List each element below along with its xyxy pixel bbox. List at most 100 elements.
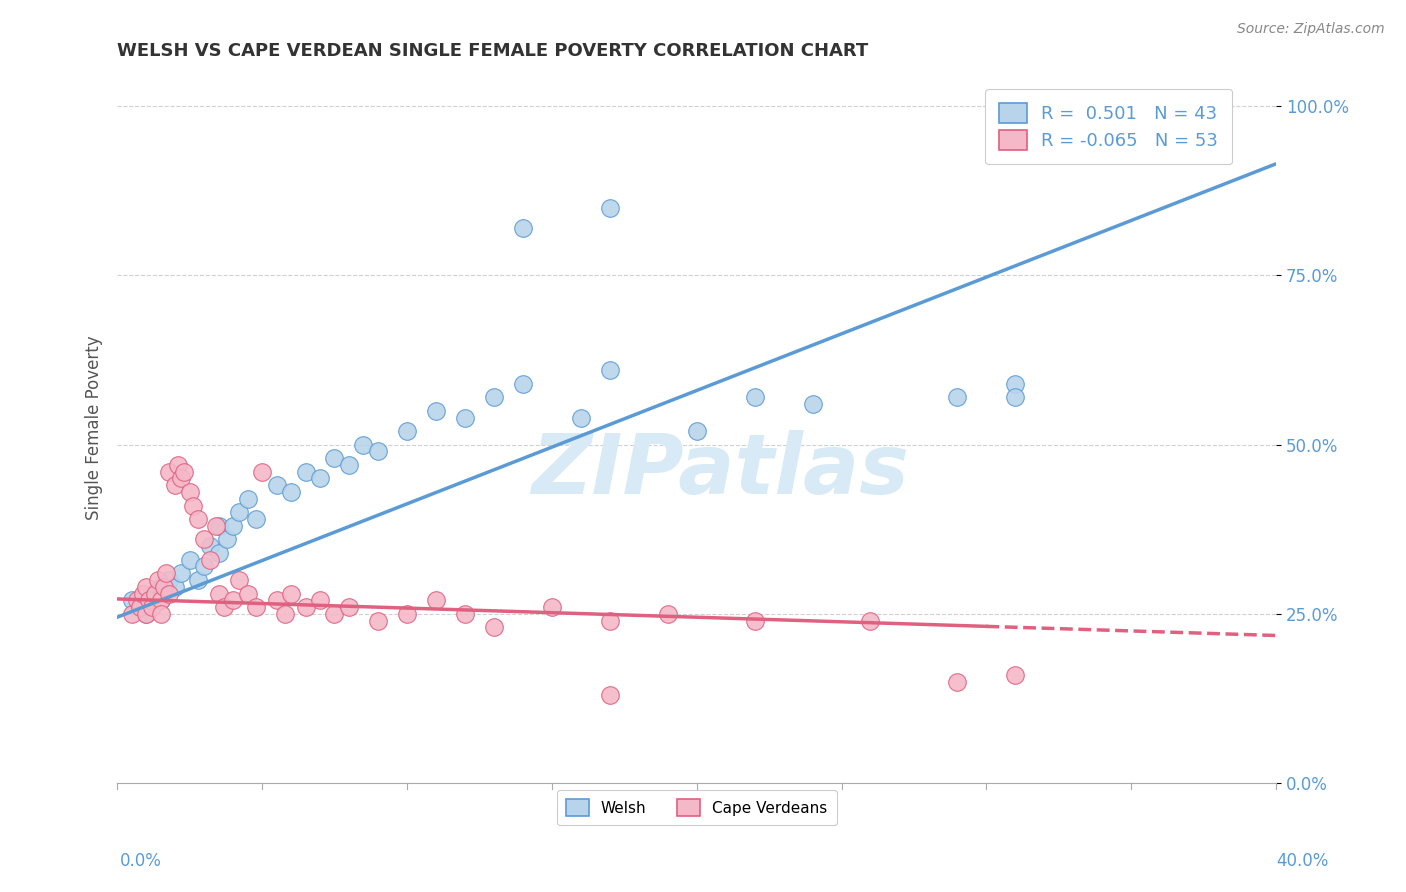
Point bbox=[425, 593, 447, 607]
Point bbox=[165, 580, 187, 594]
Legend: Welsh, Cape Verdeans: Welsh, Cape Verdeans bbox=[557, 790, 837, 825]
Point bbox=[155, 566, 177, 581]
Point bbox=[228, 573, 250, 587]
Point bbox=[250, 465, 273, 479]
Point bbox=[149, 593, 172, 607]
Point bbox=[157, 573, 180, 587]
Point bbox=[425, 404, 447, 418]
Point bbox=[146, 573, 169, 587]
Text: 40.0%: 40.0% bbox=[1277, 852, 1329, 870]
Point bbox=[744, 390, 766, 404]
Point bbox=[179, 552, 201, 566]
Point bbox=[149, 593, 172, 607]
Point bbox=[512, 221, 534, 235]
Point bbox=[337, 458, 360, 472]
Point bbox=[217, 533, 239, 547]
Text: WELSH VS CAPE VERDEAN SINGLE FEMALE POVERTY CORRELATION CHART: WELSH VS CAPE VERDEAN SINGLE FEMALE POVE… bbox=[117, 42, 869, 60]
Y-axis label: Single Female Poverty: Single Female Poverty bbox=[86, 335, 103, 520]
Point bbox=[266, 478, 288, 492]
Point bbox=[599, 363, 621, 377]
Point bbox=[367, 444, 389, 458]
Text: Source: ZipAtlas.com: Source: ZipAtlas.com bbox=[1237, 22, 1385, 37]
Point bbox=[482, 390, 505, 404]
Point bbox=[187, 512, 209, 526]
Point bbox=[170, 566, 193, 581]
Point bbox=[454, 607, 477, 621]
Point bbox=[207, 519, 229, 533]
Point bbox=[309, 593, 332, 607]
Point bbox=[181, 499, 204, 513]
Point bbox=[599, 688, 621, 702]
Point bbox=[207, 586, 229, 600]
Point bbox=[204, 519, 226, 533]
Point bbox=[236, 491, 259, 506]
Point bbox=[245, 600, 267, 615]
Text: 0.0%: 0.0% bbox=[120, 852, 162, 870]
Point bbox=[245, 512, 267, 526]
Point bbox=[165, 478, 187, 492]
Point bbox=[179, 485, 201, 500]
Point bbox=[198, 552, 221, 566]
Point bbox=[135, 607, 157, 621]
Point bbox=[395, 607, 418, 621]
Point bbox=[152, 580, 174, 594]
Point bbox=[222, 593, 245, 607]
Point bbox=[395, 424, 418, 438]
Point bbox=[274, 607, 297, 621]
Point bbox=[1004, 390, 1026, 404]
Point bbox=[1004, 667, 1026, 681]
Point bbox=[228, 505, 250, 519]
Point bbox=[143, 586, 166, 600]
Point bbox=[454, 410, 477, 425]
Point bbox=[599, 201, 621, 215]
Point bbox=[138, 593, 160, 607]
Point bbox=[127, 593, 149, 607]
Point bbox=[946, 674, 969, 689]
Point bbox=[135, 580, 157, 594]
Point bbox=[540, 600, 562, 615]
Point bbox=[173, 465, 195, 479]
Point bbox=[599, 614, 621, 628]
Point bbox=[149, 607, 172, 621]
Point bbox=[121, 607, 143, 621]
Point bbox=[222, 519, 245, 533]
Point bbox=[129, 600, 152, 615]
Point bbox=[657, 607, 679, 621]
Point bbox=[135, 607, 157, 621]
Point bbox=[193, 533, 215, 547]
Point bbox=[280, 485, 302, 500]
Point bbox=[198, 539, 221, 553]
Point bbox=[323, 607, 346, 621]
Text: ZIPatlas: ZIPatlas bbox=[531, 430, 908, 511]
Point bbox=[214, 600, 236, 615]
Point bbox=[801, 397, 824, 411]
Point bbox=[367, 614, 389, 628]
Point bbox=[337, 600, 360, 615]
Point bbox=[170, 471, 193, 485]
Point bbox=[157, 465, 180, 479]
Point bbox=[141, 586, 163, 600]
Point bbox=[280, 586, 302, 600]
Point bbox=[323, 451, 346, 466]
Point bbox=[353, 437, 375, 451]
Point bbox=[207, 546, 229, 560]
Point bbox=[193, 559, 215, 574]
Point bbox=[294, 465, 316, 479]
Point bbox=[266, 593, 288, 607]
Point bbox=[121, 593, 143, 607]
Point bbox=[187, 573, 209, 587]
Point bbox=[149, 580, 172, 594]
Point bbox=[1004, 376, 1026, 391]
Point bbox=[482, 620, 505, 634]
Point bbox=[167, 458, 190, 472]
Point bbox=[744, 614, 766, 628]
Point bbox=[132, 586, 155, 600]
Point bbox=[859, 614, 882, 628]
Point bbox=[569, 410, 592, 425]
Point bbox=[512, 376, 534, 391]
Point bbox=[236, 586, 259, 600]
Point bbox=[309, 471, 332, 485]
Point bbox=[157, 586, 180, 600]
Point bbox=[946, 390, 969, 404]
Point bbox=[685, 424, 707, 438]
